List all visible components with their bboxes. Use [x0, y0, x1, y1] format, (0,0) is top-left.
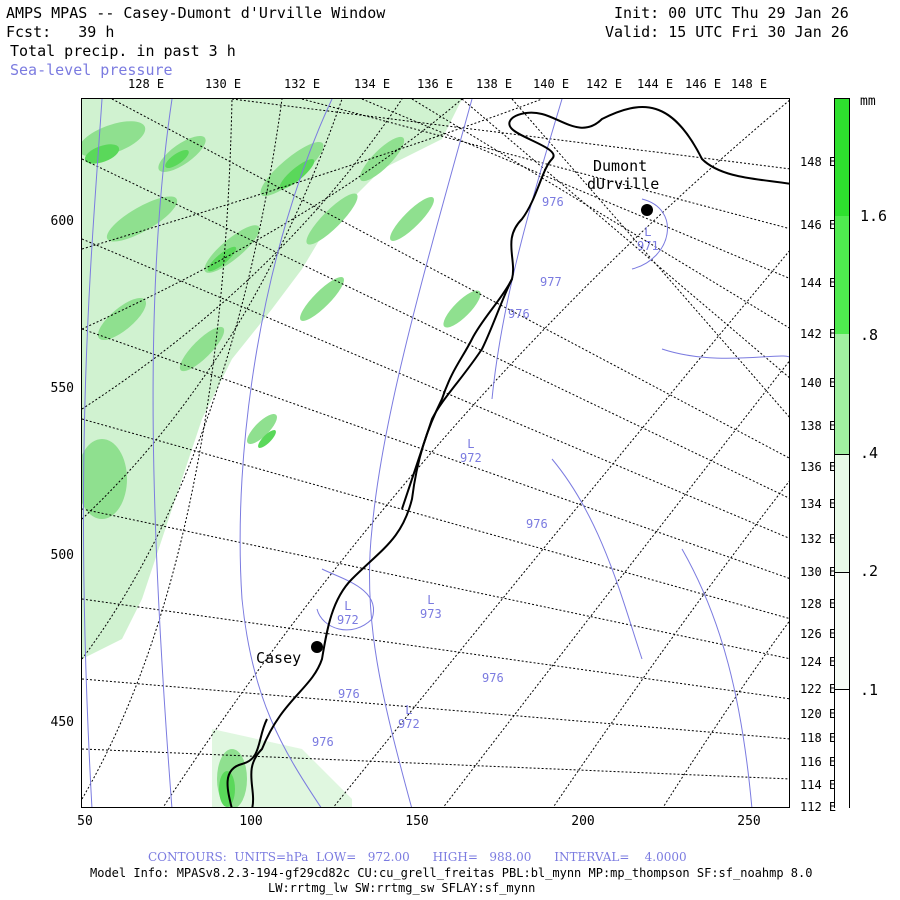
station-label-dumont: Dumont dUrville	[587, 157, 659, 193]
top-longitude-label: 130 E	[205, 77, 242, 91]
init-time: Init: 00 UTC Thu 29 Jan 26	[614, 4, 849, 22]
low-mark: L	[467, 437, 475, 451]
colorbar-segment	[835, 454, 849, 573]
contour-info: CONTOURS: UNITS=hPa LOW= 972.00 HIGH= 98…	[148, 850, 687, 864]
low-pressure-label: L 972	[460, 437, 482, 465]
right-longitude-label: 136 E	[800, 460, 837, 474]
right-longitude-label: 116 E	[800, 755, 837, 769]
top-longitude-label: 138 E	[476, 77, 513, 91]
station-name-line: dUrville	[587, 175, 660, 193]
right-longitude-label: 120 E	[800, 707, 837, 721]
isobar-label: 976	[312, 735, 334, 749]
isobars	[82, 99, 789, 807]
valid-time: Valid: 15 UTC Fri 30 Jan 26	[605, 23, 849, 41]
top-longitude-label: 134 E	[354, 77, 391, 91]
right-longitude-label: 148 E	[800, 155, 837, 169]
precip-area-light	[82, 99, 462, 659]
precip-area-light-lower	[212, 729, 352, 807]
y-tick-label: 600	[50, 214, 74, 229]
low-mark: L	[344, 599, 352, 613]
isobar-label: 976	[482, 671, 504, 685]
colorbar-label: .1	[860, 681, 879, 699]
top-longitude-label: 128 E	[128, 77, 165, 91]
colorbar-unit: mm	[860, 94, 876, 109]
x-tick-label: 250	[737, 814, 761, 829]
right-longitude-label: 130 E	[800, 565, 837, 579]
right-longitude-label: 138 E	[800, 419, 837, 433]
low-value: 971	[637, 239, 659, 253]
right-longitude-label: 140 E	[800, 376, 837, 390]
x-tick-label: 150	[405, 814, 429, 829]
right-longitude-label: 122 E	[800, 682, 837, 696]
colorbar-label: 1.6	[860, 207, 888, 225]
plot-title: AMPS MPAS -- Casey-Dumont d'Urville Wind…	[6, 4, 386, 22]
colorbar-segment	[835, 216, 849, 334]
colorbar-segment	[835, 334, 849, 454]
forecast-hour: Fcst: 39 h	[6, 23, 115, 41]
isobar-label: 976	[542, 195, 564, 209]
colorbar-label: .4	[860, 444, 879, 462]
low-value: 973	[420, 607, 442, 621]
top-longitude-label: 148 E	[731, 77, 768, 91]
low-pressure-label: L 972	[337, 599, 359, 627]
model-info: Model Info: MPASv8.2.3-194-gf29cd82c CU:…	[90, 866, 813, 880]
station-name-line: Dumont	[593, 157, 648, 175]
model-info-line2: LW:rrtmg_lw SW:rrtmg_sw SFLAY:sf_mynn	[268, 881, 536, 895]
right-longitude-label: 142 E	[800, 327, 837, 341]
low-value: 972	[398, 717, 420, 731]
colorbar-label: .2	[860, 562, 879, 580]
y-tick-label: 450	[50, 715, 74, 730]
low-pressure-label: L 971	[637, 225, 659, 253]
low-pressure-label: L 973	[420, 593, 442, 621]
low-mark: L	[427, 593, 435, 607]
precip-shading	[82, 99, 481, 807]
right-longitude-label: 144 E	[800, 276, 837, 290]
low-mark: L	[644, 225, 652, 239]
right-longitude-label: 118 E	[800, 731, 837, 745]
map-panel: Dumont dUrville Casey L 971 L 972 L 972 …	[81, 98, 790, 808]
colorbar-label: .8	[860, 326, 879, 344]
right-longitude-label: 114 E	[800, 778, 837, 792]
right-longitude-label: 124 E	[800, 655, 837, 669]
y-tick-label: 550	[50, 381, 74, 396]
top-longitude-label: 144 E	[637, 77, 674, 91]
right-longitude-label: 146 E	[800, 218, 837, 232]
isobar-label: 977	[540, 275, 562, 289]
coastline	[226, 106, 789, 807]
isobar-label: 976	[338, 687, 360, 701]
top-longitude-label: 146 E	[685, 77, 722, 91]
isobar-label: 976	[526, 517, 548, 531]
right-longitude-label: 126 E	[800, 627, 837, 641]
low-pressure-label: L 972	[398, 703, 420, 731]
top-longitude-label: 142 E	[586, 77, 623, 91]
x-tick-label: 100	[239, 814, 263, 829]
colorbar	[834, 98, 850, 810]
top-longitude-label: 140 E	[533, 77, 570, 91]
isobar-label: 976	[508, 307, 530, 321]
right-longitude-label: 132 E	[800, 532, 837, 546]
x-tick-label: 200	[571, 814, 595, 829]
field-name: Total precip. in past 3 h	[10, 42, 236, 60]
colorbar-segment	[835, 99, 849, 216]
station-label-casey: Casey	[256, 649, 302, 667]
colorbar-segment	[835, 689, 849, 810]
graticule	[82, 99, 789, 807]
y-tick-label: 500	[50, 548, 74, 563]
low-value: 972	[337, 613, 359, 627]
right-longitude-label: 128 E	[800, 597, 837, 611]
map-canvas	[82, 99, 789, 807]
x-tick-label: 50	[77, 814, 93, 829]
low-value: 972	[460, 451, 482, 465]
top-longitude-label: 132 E	[284, 77, 321, 91]
top-longitude-label: 136 E	[417, 77, 454, 91]
colorbar-segment	[835, 572, 849, 690]
station-dot-dumont	[641, 204, 653, 216]
overlay-name: Sea-level pressure	[10, 61, 173, 79]
right-longitude-label: 112 E	[800, 800, 837, 814]
right-longitude-label: 134 E	[800, 497, 837, 511]
low-mark: L	[405, 703, 413, 717]
station-dot-casey	[311, 641, 323, 653]
